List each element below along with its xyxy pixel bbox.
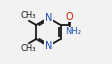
Text: CH₃: CH₃ (21, 11, 36, 20)
Text: CH₃: CH₃ (21, 44, 36, 53)
Text: O: O (66, 12, 73, 22)
Text: N: N (45, 41, 52, 51)
Text: N: N (45, 13, 52, 23)
Text: NH₂: NH₂ (65, 27, 81, 36)
